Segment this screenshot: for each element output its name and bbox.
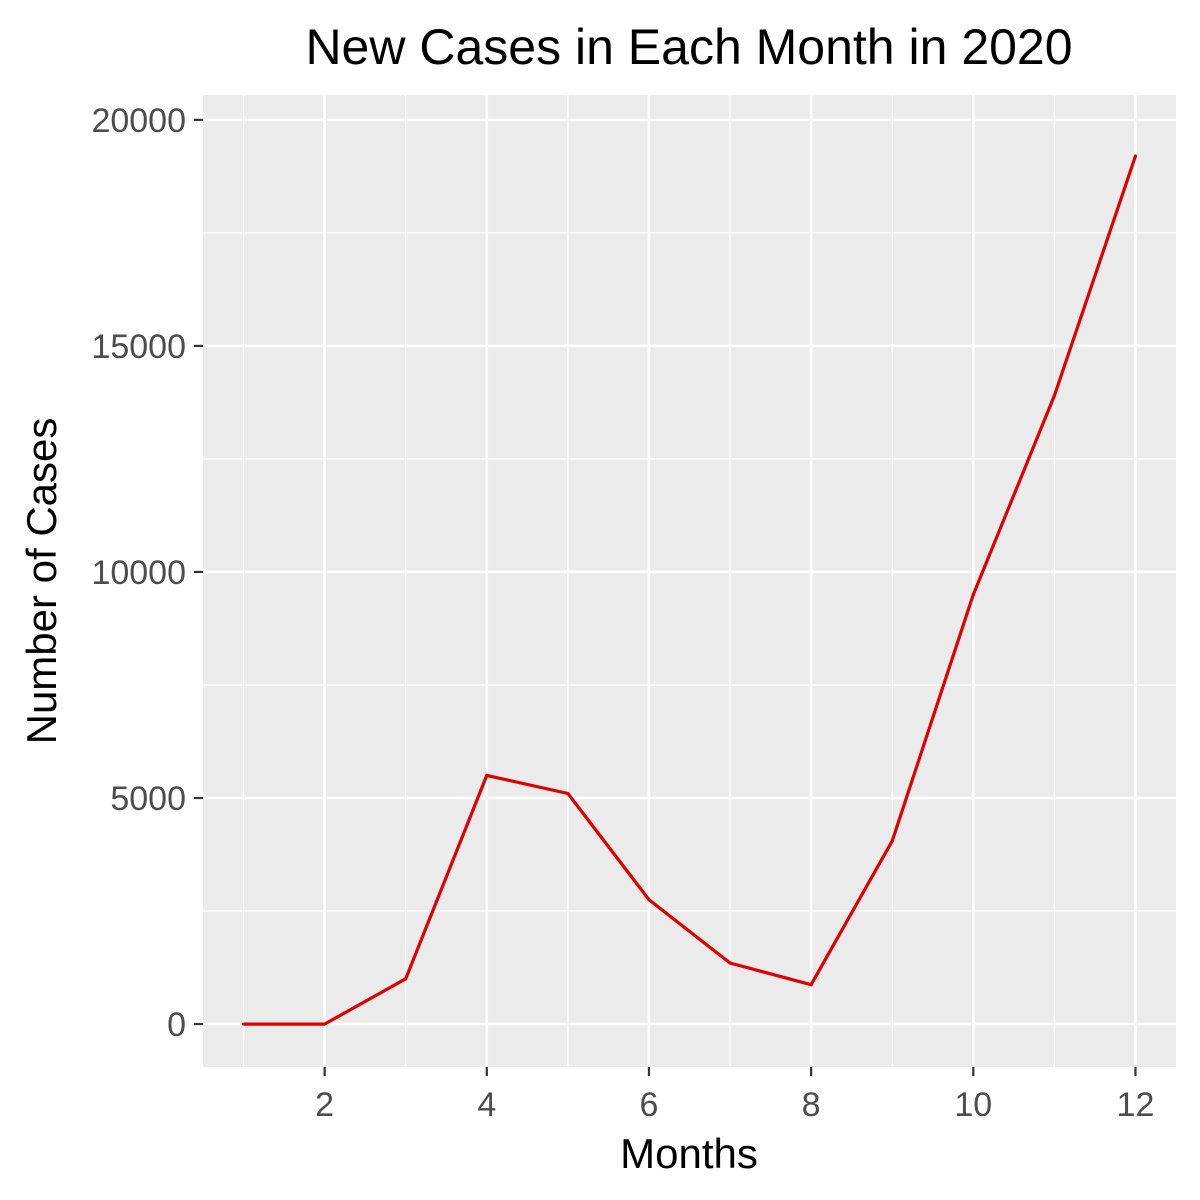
y-axis: 0 5000 10000 15000 20000 <box>91 102 203 1044</box>
series-layer <box>241 154 1138 1026</box>
data-point <box>1133 154 1138 158</box>
y-axis-title: Number of Cases <box>18 418 65 745</box>
data-point <box>485 773 489 778</box>
data-point <box>971 592 975 597</box>
x-axis-title: Months <box>620 1130 758 1177</box>
y-tick-label: 15000 <box>91 328 186 366</box>
series-line <box>243 155 1138 1026</box>
y-tick-label: 5000 <box>110 780 186 818</box>
data-point <box>566 791 570 796</box>
minor-gridlines <box>203 95 1176 1067</box>
major-gridlines <box>203 95 1176 1067</box>
x-tick-label: 8 <box>802 1086 821 1124</box>
x-tick-label: 10 <box>954 1086 992 1124</box>
x-tick-label: 12 <box>1117 1086 1155 1124</box>
x-tick-label: 2 <box>315 1086 334 1124</box>
x-axis: 2 4 6 8 10 12 <box>315 1067 1154 1124</box>
data-point <box>404 977 408 981</box>
data-point <box>1052 394 1056 398</box>
chart-title: New Cases in Each Month in 2020 <box>305 19 1072 75</box>
data-point <box>890 839 894 843</box>
y-tick-label: 20000 <box>91 102 186 140</box>
x-tick-label: 6 <box>639 1086 658 1124</box>
data-point <box>809 983 813 987</box>
data-point <box>647 898 651 902</box>
data-point <box>323 1022 327 1026</box>
data-point <box>728 961 732 965</box>
y-tick-label: 0 <box>167 1006 186 1044</box>
y-tick-label: 10000 <box>91 554 186 592</box>
data-point <box>241 1022 246 1026</box>
plot-panel <box>203 95 1176 1067</box>
x-tick-label: 4 <box>477 1086 496 1124</box>
